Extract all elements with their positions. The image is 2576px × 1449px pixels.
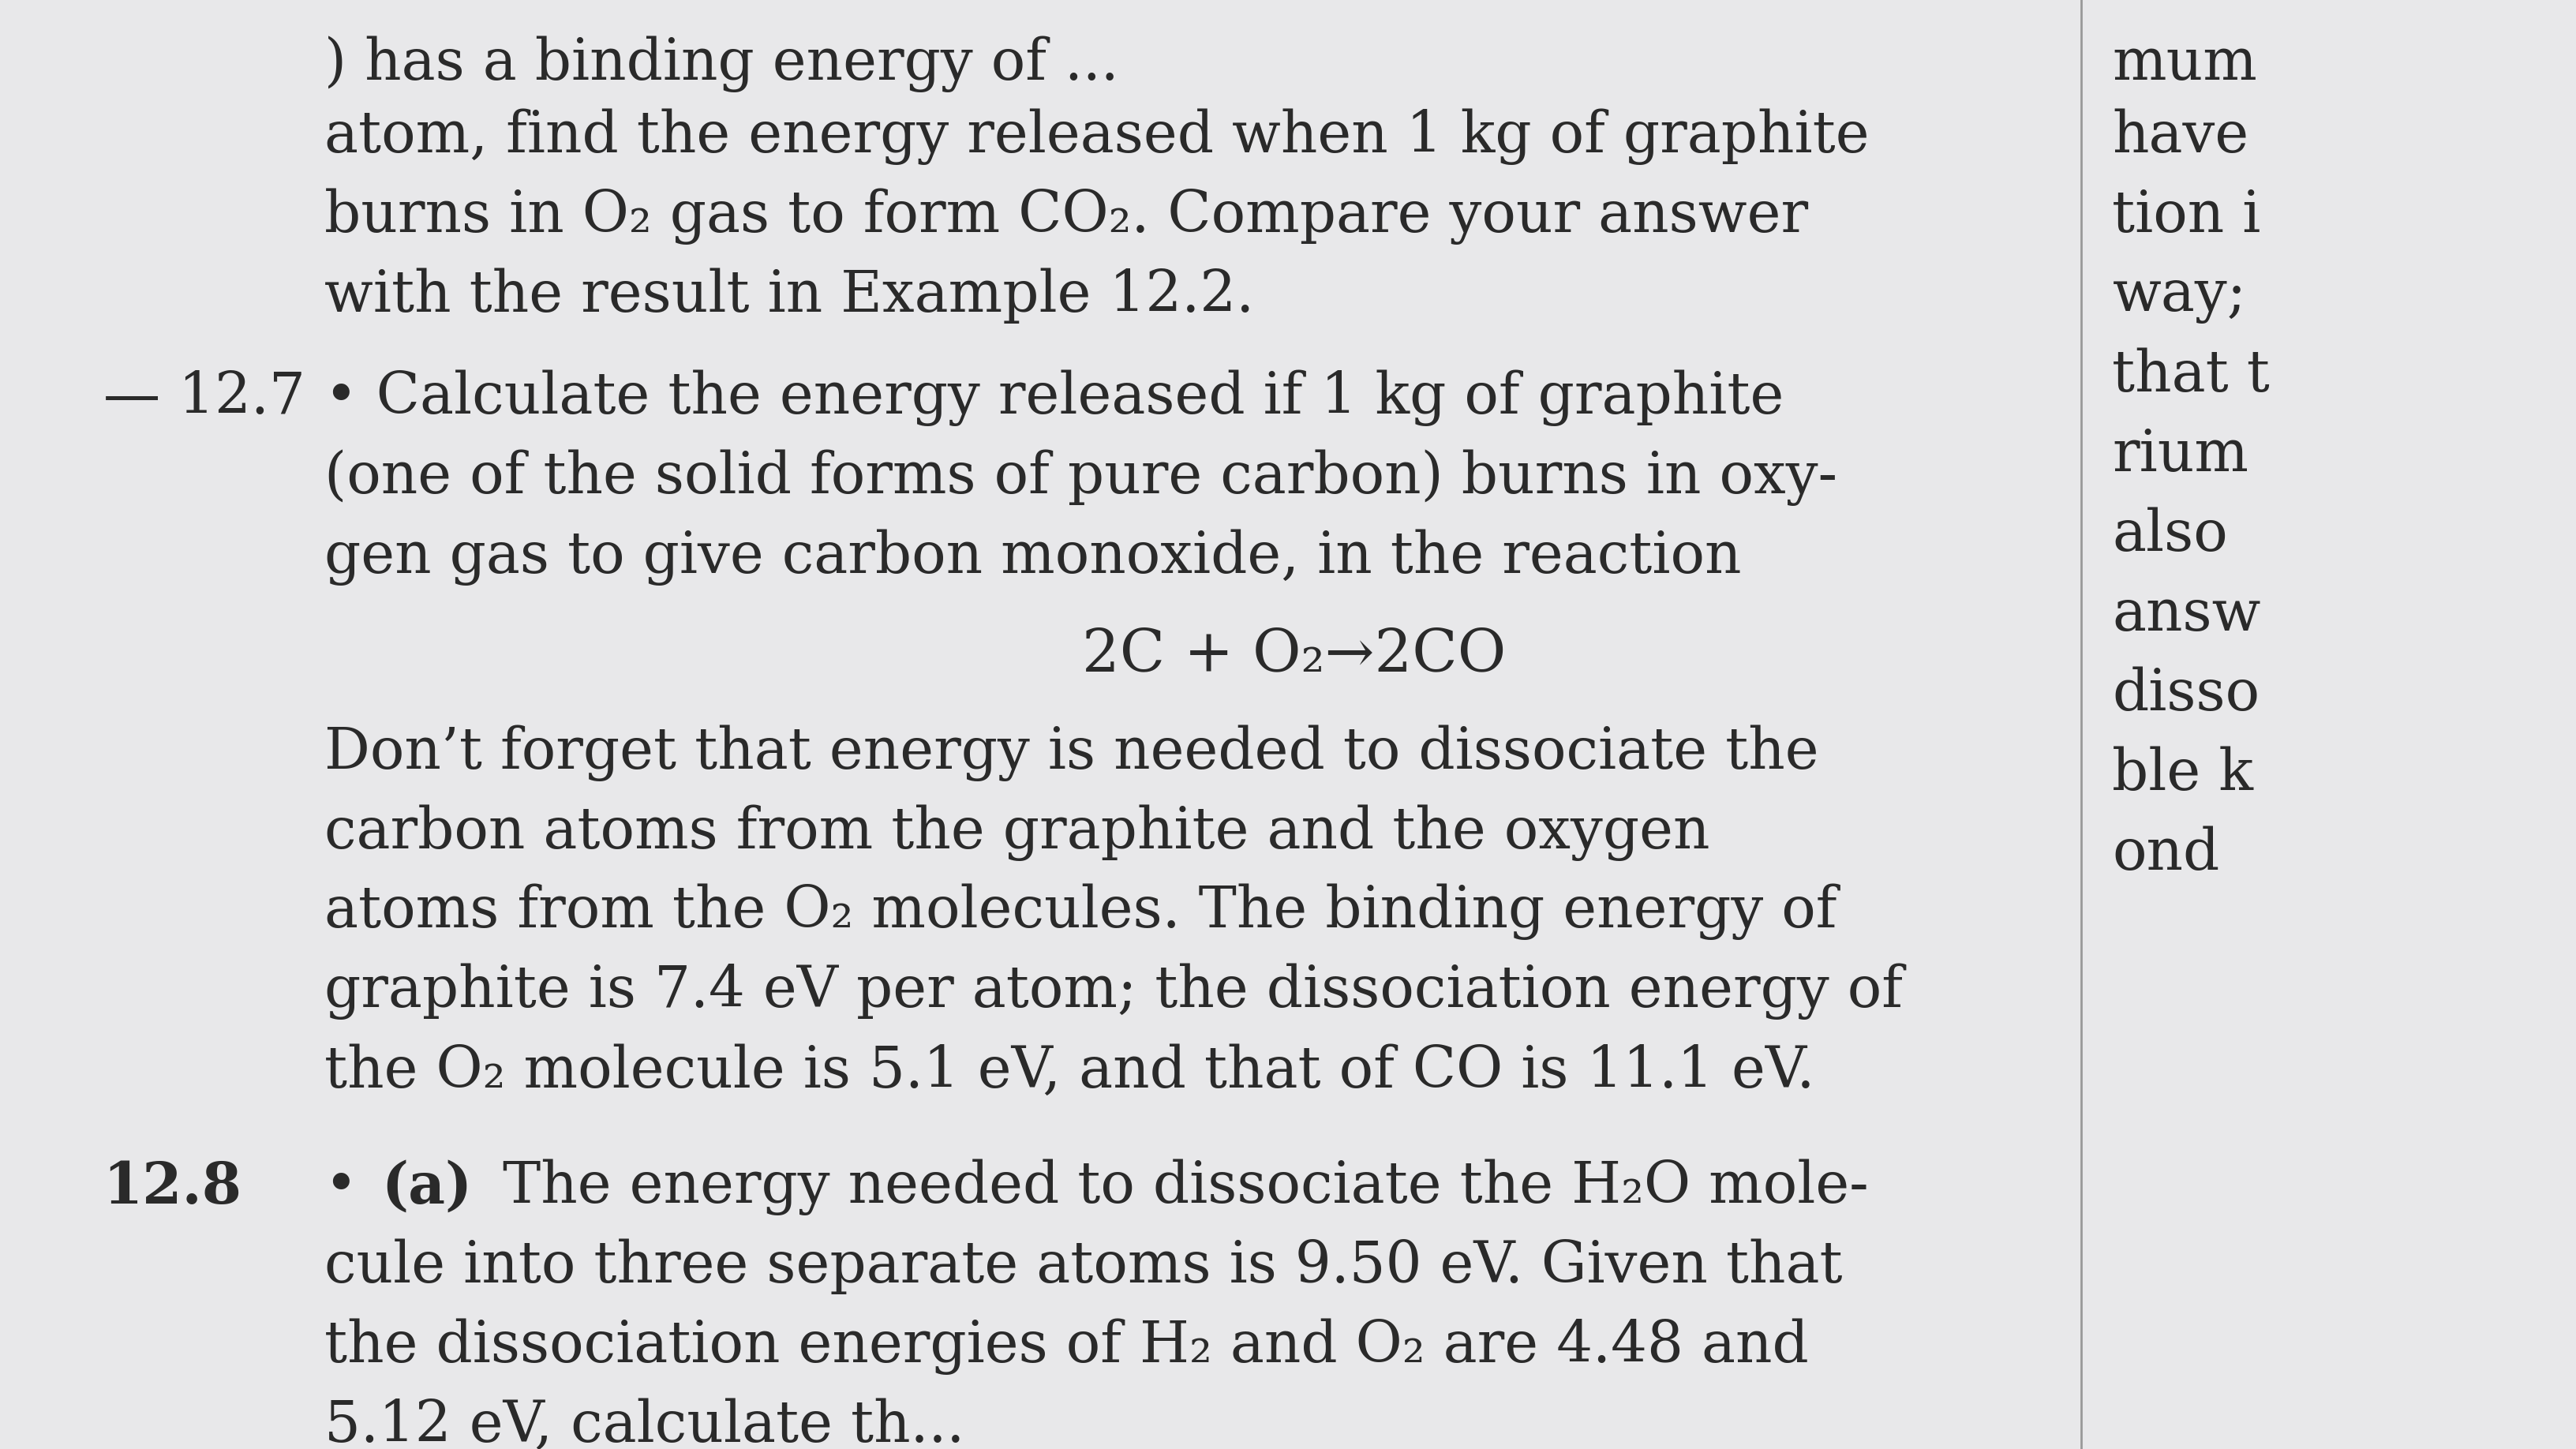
Text: — 12.7: — 12.7 xyxy=(103,369,304,425)
Text: 12.8: 12.8 xyxy=(103,1159,242,1216)
Text: gen gas to give carbon monoxide, in the reaction: gen gas to give carbon monoxide, in the … xyxy=(325,529,1741,585)
Text: graphite is 7.4 eV per atom; the dissociation energy of: graphite is 7.4 eV per atom; the dissoci… xyxy=(325,964,1904,1020)
Text: disso: disso xyxy=(2112,667,2259,722)
Text: have: have xyxy=(2112,109,2249,164)
Text: 5.12 eV, calculate th...: 5.12 eV, calculate th... xyxy=(325,1398,966,1449)
Text: rium: rium xyxy=(2112,427,2249,483)
Text: (a): (a) xyxy=(381,1159,471,1216)
Text: cule into three separate atoms is 9.50 eV. Given that: cule into three separate atoms is 9.50 e… xyxy=(325,1239,1842,1294)
Text: atom, find the energy released when 1 kg of graphite: atom, find the energy released when 1 kg… xyxy=(325,109,1870,165)
Text: the dissociation energies of H₂ and O₂ are 4.48 and: the dissociation energies of H₂ and O₂ a… xyxy=(325,1319,1808,1375)
Text: •: • xyxy=(325,1159,376,1214)
Text: ond: ond xyxy=(2112,826,2221,881)
Text: • Calculate the energy released if 1 kg of graphite: • Calculate the energy released if 1 kg … xyxy=(325,369,1785,426)
Text: ) has a binding energy of ...: ) has a binding energy of ... xyxy=(325,36,1118,93)
Text: ble k: ble k xyxy=(2112,746,2254,801)
Text: Don’t forget that energy is needed to dissociate the: Don’t forget that energy is needed to di… xyxy=(325,724,1819,781)
Text: also: also xyxy=(2112,507,2228,562)
Text: with the result in Example 12.2.: with the result in Example 12.2. xyxy=(325,268,1255,323)
Text: atoms from the O₂ molecules. The binding energy of: atoms from the O₂ molecules. The binding… xyxy=(325,884,1837,940)
Text: that t: that t xyxy=(2112,348,2269,403)
Text: the O₂ molecule is 5.1 eV, and that of CO is 11.1 eV.: the O₂ molecule is 5.1 eV, and that of C… xyxy=(325,1043,1816,1098)
Text: The energy needed to dissociate the H₂O mole-: The energy needed to dissociate the H₂O … xyxy=(484,1159,1868,1216)
Text: carbon atoms from the graphite and the oxygen: carbon atoms from the graphite and the o… xyxy=(325,804,1710,861)
Text: mum: mum xyxy=(2112,36,2257,91)
Text: answ: answ xyxy=(2112,587,2262,642)
Text: 2C + O₂→2CO: 2C + O₂→2CO xyxy=(1082,626,1507,684)
Text: way;: way; xyxy=(2112,268,2246,323)
Text: (one of the solid forms of pure carbon) burns in oxy-: (one of the solid forms of pure carbon) … xyxy=(325,449,1837,506)
Text: tion i: tion i xyxy=(2112,188,2262,243)
Text: burns in O₂ gas to form CO₂. Compare your answer: burns in O₂ gas to form CO₂. Compare you… xyxy=(325,188,1808,245)
